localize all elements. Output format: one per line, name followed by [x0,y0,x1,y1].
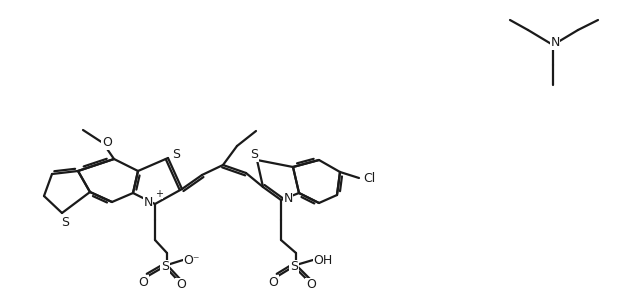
Text: S: S [61,215,69,229]
Text: S: S [250,149,258,161]
Text: O: O [138,275,148,288]
Text: S: S [172,147,180,161]
Text: S: S [290,260,298,274]
Text: N: N [284,192,292,204]
Text: Cl: Cl [363,171,375,185]
Text: O: O [102,136,112,150]
Text: O: O [306,279,316,291]
Text: O⁻: O⁻ [184,253,200,267]
Text: S: S [161,260,169,274]
Text: O: O [176,279,186,291]
Text: +: + [155,189,163,199]
Text: OH: OH [314,253,333,267]
Text: N: N [143,197,153,209]
Text: O: O [268,275,278,288]
Text: N: N [550,36,560,50]
